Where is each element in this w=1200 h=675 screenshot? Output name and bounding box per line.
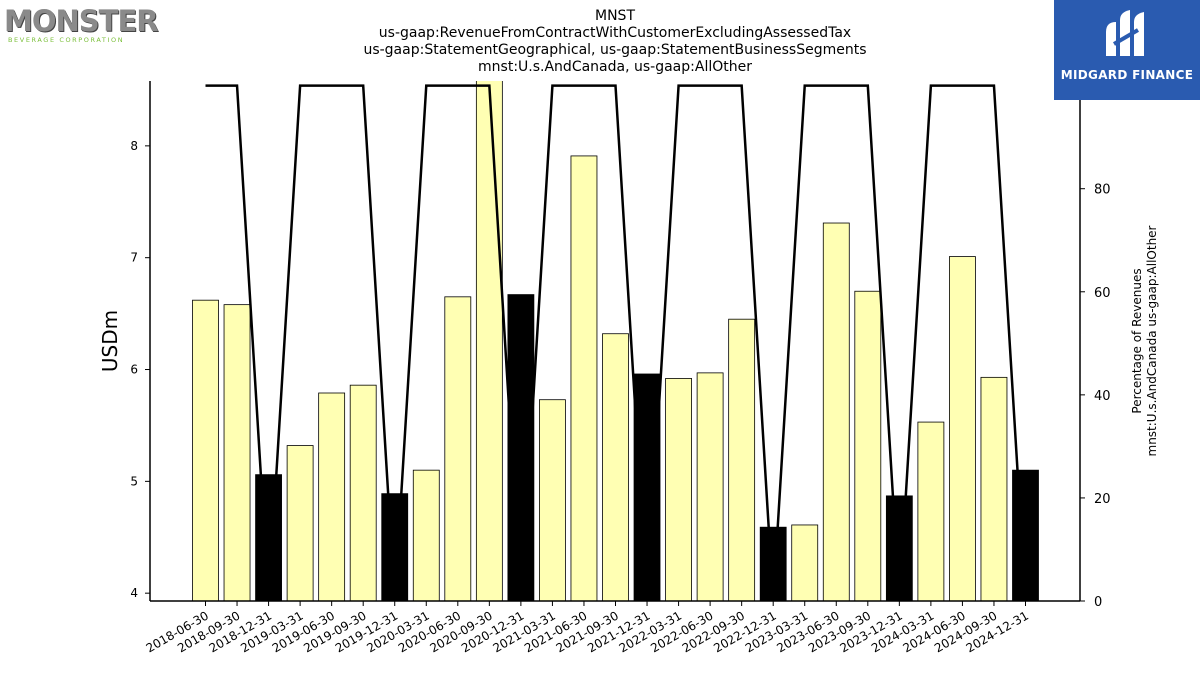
title-line-0: MNST	[595, 8, 635, 24]
percentage-line	[205, 84, 1027, 602]
right-tick-label: 80	[1094, 183, 1111, 198]
y2-axis-label-1: mnst:U.s.AndCanada us-gaap:AllOther	[1145, 225, 1159, 456]
bar-2023-03-31	[791, 524, 819, 601]
percentage-line-path	[205, 84, 1027, 602]
bar-2022-09-30	[728, 318, 756, 601]
bar-2018-12-31	[255, 474, 282, 601]
title-line-1: us-gaap:RevenueFromContractWithCustomerE…	[379, 25, 851, 41]
bar-2021-09-30	[602, 333, 629, 601]
midgard-logo: MIDGARD FINANCE	[1054, 0, 1200, 100]
midgard-logo-text: MIDGARD FINANCE	[1060, 68, 1194, 82]
right-tick-label: 60	[1094, 286, 1111, 301]
right-tick-label: 20	[1094, 492, 1111, 507]
bar-2018-09-30	[223, 304, 251, 601]
axis-labels: USDm Percentage of Revenues mnst:U.s.AndCa…	[98, 225, 1159, 456]
bar-2024-06-30	[949, 256, 976, 601]
y-axis-label: USDm	[98, 310, 122, 372]
bar-2024-09-30	[980, 376, 1008, 601]
bar-2023-09-30	[854, 290, 882, 601]
left-y-ticks: 4 5 6 7 8	[130, 139, 150, 600]
bar-2018-06-30	[192, 299, 219, 601]
bars	[192, 81, 1039, 601]
right-tick-label: 0	[1094, 595, 1102, 610]
bar-2023-06-30	[822, 222, 850, 601]
y2-axis-label-0: Percentage of Revenues	[1130, 268, 1144, 413]
bar-2021-06-30	[570, 155, 598, 601]
left-tick-label: 8	[130, 139, 138, 153]
monster-logo: MONSTER BEVERAGE CORPORATION	[4, 4, 164, 46]
title-line-2: us-gaap:StatementGeographical, us-gaap:S…	[363, 42, 866, 58]
bar-2022-03-31	[665, 378, 692, 601]
bar-2019-09-30	[349, 384, 377, 601]
bar-2021-03-31	[539, 399, 566, 601]
bar-2019-03-31	[286, 445, 314, 601]
chart-title: MNSTus-gaap:RevenueFromContractWithCusto…	[363, 8, 866, 75]
bar-2024-12-31	[1012, 469, 1039, 601]
midgard-logo-mark	[1106, 10, 1144, 56]
bar-2020-03-31	[412, 469, 440, 601]
bar-2021-12-31	[633, 373, 661, 601]
left-tick-label: 6	[130, 363, 138, 377]
monster-logo-main: MONSTER	[4, 4, 159, 38]
bar-2020-09-30	[475, 81, 503, 601]
title-line-3: mnst:U.s.AndCanada, us-gaap:AllOther	[478, 59, 752, 75]
bar-2019-06-30	[318, 392, 346, 601]
right-y-ticks: 020406080100	[1080, 80, 1119, 610]
x-ticks: 2018-06-302018-09-302018-12-312019-03-31…	[144, 601, 1031, 655]
left-tick-label: 5	[130, 474, 138, 488]
left-tick-label: 4	[130, 586, 138, 600]
right-tick-label: 40	[1094, 389, 1111, 404]
bar-2022-06-30	[696, 372, 724, 601]
left-tick-label: 7	[130, 251, 138, 265]
monster-logo-sub: BEVERAGE CORPORATION	[8, 36, 125, 44]
bar-2024-03-31	[917, 421, 945, 601]
bar-2020-06-30	[444, 296, 472, 601]
